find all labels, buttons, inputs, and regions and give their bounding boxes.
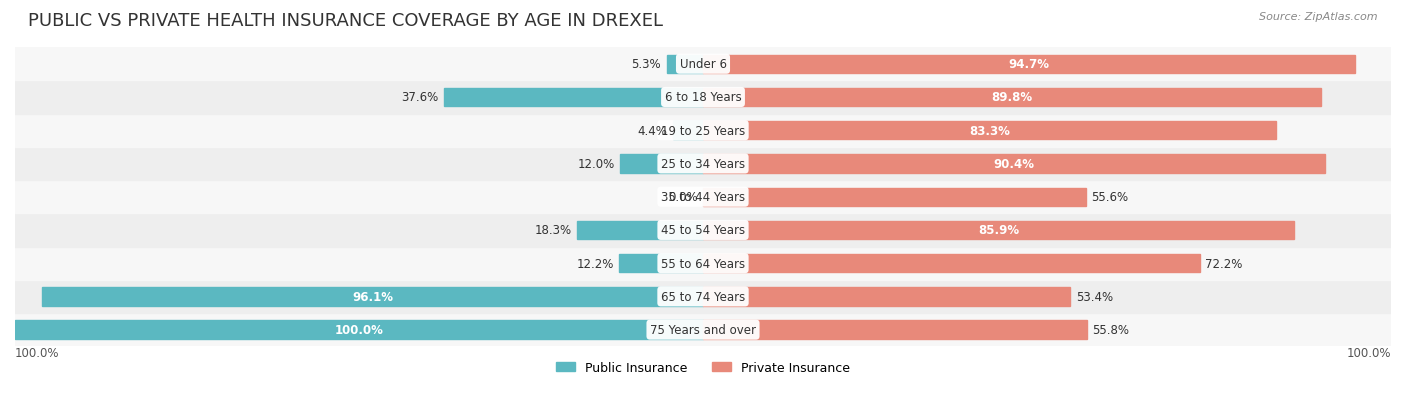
Text: 90.4%: 90.4% xyxy=(994,158,1035,171)
Text: 85.9%: 85.9% xyxy=(979,224,1019,237)
Bar xyxy=(703,254,1199,273)
Text: 25 to 34 Years: 25 to 34 Years xyxy=(661,158,745,171)
Text: 37.6%: 37.6% xyxy=(402,91,439,104)
Bar xyxy=(576,221,703,240)
Text: 45 to 54 Years: 45 to 54 Years xyxy=(661,224,745,237)
Text: Under 6: Under 6 xyxy=(679,58,727,71)
Bar xyxy=(672,122,703,140)
Text: 55.6%: 55.6% xyxy=(1091,191,1128,204)
Text: 89.8%: 89.8% xyxy=(991,91,1032,104)
Text: 12.0%: 12.0% xyxy=(578,158,614,171)
Bar xyxy=(703,287,1070,306)
Bar xyxy=(15,247,1391,280)
Legend: Public Insurance, Private Insurance: Public Insurance, Private Insurance xyxy=(551,356,855,379)
Bar xyxy=(15,147,1391,180)
Text: 5.3%: 5.3% xyxy=(631,58,661,71)
Text: 72.2%: 72.2% xyxy=(1205,257,1243,270)
Text: 100.0%: 100.0% xyxy=(15,347,59,359)
Text: Source: ZipAtlas.com: Source: ZipAtlas.com xyxy=(1260,12,1378,22)
Text: 53.4%: 53.4% xyxy=(1076,290,1114,303)
Bar xyxy=(703,155,1324,173)
Text: 35 to 44 Years: 35 to 44 Years xyxy=(661,191,745,204)
Bar xyxy=(703,321,1087,339)
Bar xyxy=(15,321,703,339)
Text: 100.0%: 100.0% xyxy=(1347,347,1391,359)
Text: PUBLIC VS PRIVATE HEALTH INSURANCE COVERAGE BY AGE IN DREXEL: PUBLIC VS PRIVATE HEALTH INSURANCE COVER… xyxy=(28,12,664,30)
Text: 18.3%: 18.3% xyxy=(534,224,572,237)
Text: 83.3%: 83.3% xyxy=(969,124,1010,138)
Bar xyxy=(15,114,1391,147)
Bar xyxy=(703,55,1354,74)
Bar xyxy=(703,221,1294,240)
Text: 65 to 74 Years: 65 to 74 Years xyxy=(661,290,745,303)
Text: 55.8%: 55.8% xyxy=(1092,323,1129,336)
Text: 55 to 64 Years: 55 to 64 Years xyxy=(661,257,745,270)
Bar xyxy=(15,81,1391,114)
Bar xyxy=(15,214,1391,247)
Bar xyxy=(444,89,703,107)
Text: 12.2%: 12.2% xyxy=(576,257,613,270)
Bar xyxy=(15,48,1391,81)
Bar xyxy=(15,280,1391,313)
Bar xyxy=(666,55,703,74)
Text: 6 to 18 Years: 6 to 18 Years xyxy=(665,91,741,104)
Text: 96.1%: 96.1% xyxy=(352,290,392,303)
Bar xyxy=(620,155,703,173)
Text: 100.0%: 100.0% xyxy=(335,323,384,336)
Bar xyxy=(703,188,1085,206)
Text: 19 to 25 Years: 19 to 25 Years xyxy=(661,124,745,138)
Text: 75 Years and over: 75 Years and over xyxy=(650,323,756,336)
Text: 94.7%: 94.7% xyxy=(1008,58,1049,71)
Bar xyxy=(703,122,1277,140)
Bar xyxy=(15,180,1391,214)
Bar xyxy=(703,89,1320,107)
Bar xyxy=(619,254,703,273)
Bar xyxy=(15,313,1391,347)
Bar xyxy=(42,287,703,306)
Text: 4.4%: 4.4% xyxy=(637,124,668,138)
Text: 0.0%: 0.0% xyxy=(668,191,697,204)
